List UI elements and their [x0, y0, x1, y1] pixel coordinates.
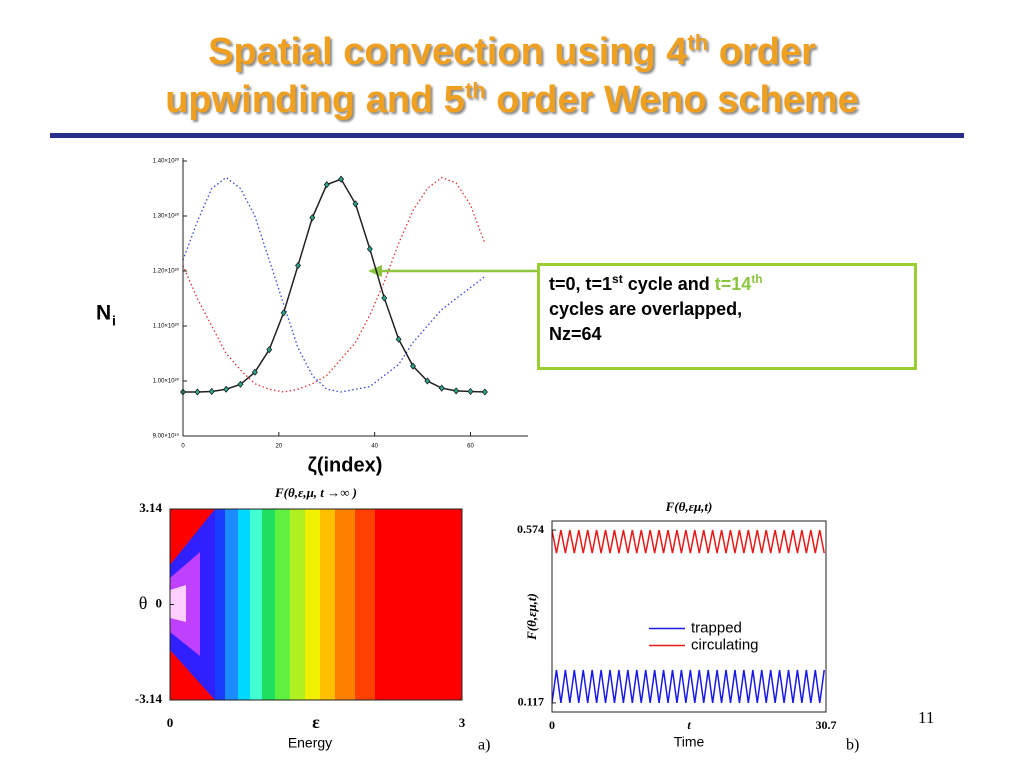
chart-title: F(θ,ε,μ, t →∞ )	[274, 485, 357, 500]
marker	[410, 362, 416, 370]
x-axis-symbol: ε	[312, 712, 320, 732]
callout-text: cycles are overlapped,	[549, 299, 743, 319]
title-text: Spatial convection using 4	[208, 31, 688, 73]
marker	[194, 388, 201, 396]
heatmap-band	[375, 509, 377, 700]
callout-text: t=0, t=1	[549, 274, 613, 294]
callout-highlight: t=14	[714, 274, 752, 294]
title-text: order Weno scheme	[485, 79, 859, 121]
x-tick-label: 30.7	[816, 718, 837, 732]
marker	[467, 387, 474, 395]
y-axis-label: θ	[139, 593, 148, 613]
marker	[295, 261, 301, 270]
y-tick-label: 1.20×10²⁰	[153, 268, 180, 275]
legend-label: trapped	[691, 619, 742, 636]
x-tick-label: 0	[549, 718, 555, 732]
title-rule	[50, 133, 964, 138]
marker	[438, 384, 445, 392]
series-line	[183, 178, 485, 393]
marker	[280, 309, 287, 317]
marker	[309, 214, 316, 222]
heatmap-band	[238, 509, 251, 700]
x-tick-label: 3	[459, 715, 466, 730]
heatmap-wedge	[170, 585, 186, 622]
plot-frame	[551, 520, 827, 713]
heatmap-band	[320, 509, 336, 700]
title-sup: th	[464, 78, 486, 103]
marker	[338, 175, 345, 183]
marker	[208, 387, 215, 395]
series-line	[551, 529, 825, 554]
x-axis-symbol: t	[687, 718, 691, 732]
heatmap-band	[250, 509, 263, 700]
x-axis-label: Time	[674, 734, 705, 750]
page-number: 11	[918, 708, 935, 727]
marker	[381, 294, 388, 302]
y-axis-label: F(θ,εμ,t)	[524, 593, 539, 641]
y-tick-label: 0	[156, 595, 163, 610]
heatmap-band	[355, 509, 376, 700]
heatmap-band	[305, 509, 321, 700]
series-line	[182, 176, 486, 393]
title-text: order	[708, 31, 816, 73]
marker	[395, 335, 402, 343]
marker	[223, 385, 230, 393]
heatmap-band	[290, 509, 306, 700]
marker	[424, 377, 431, 385]
y-tick-label: 1.10×10²⁰	[153, 323, 180, 330]
y-tick-label: 0.574	[517, 522, 544, 536]
heatmap-band	[225, 509, 239, 700]
marker	[266, 346, 273, 354]
marker	[366, 245, 373, 253]
title-sup: th	[687, 30, 709, 55]
y-tick-label: -3.14	[135, 691, 163, 706]
y-tick-label: 1.40×10²⁰	[153, 158, 180, 165]
x-tick-label: 60	[467, 444, 474, 450]
heatmap-band	[262, 509, 276, 700]
x-tick-label: 0	[167, 715, 174, 730]
callout-text: Nz=64	[549, 324, 602, 344]
y-axis-label-sub: i	[112, 313, 116, 329]
marker	[323, 181, 330, 189]
callout-sup: th	[751, 272, 763, 286]
y-tick-label: 3.14	[139, 500, 162, 515]
chart-title: F(θ,εμ,t)	[665, 499, 713, 514]
y-tick-label: 1.00×10²⁰	[153, 378, 180, 385]
y-tick-label: 0.117	[518, 695, 544, 709]
series-line	[182, 176, 486, 393]
slide-title: Spatial convection using 4th order upwin…	[0, 28, 1024, 124]
heatmap-band	[215, 509, 226, 700]
marker	[251, 368, 258, 376]
x-tick-label: 40	[371, 444, 378, 450]
x-axis-label: ζ(index)	[308, 454, 383, 476]
marker	[237, 380, 244, 388]
x-tick-label: 0	[181, 444, 185, 450]
title-text: upwinding and 5	[165, 79, 465, 121]
series-line	[551, 669, 825, 704]
callout-text: cycle and	[622, 274, 715, 294]
panel-tag: b)	[846, 737, 859, 754]
legend-label: circulating	[691, 636, 759, 653]
marker	[481, 388, 488, 396]
x-axis-label: Energy	[288, 735, 332, 751]
heatmap-band	[335, 509, 356, 700]
heatmap-band	[275, 509, 291, 700]
y-tick-label: 9.00×10¹⁹	[153, 433, 180, 440]
y-axis-label: N	[96, 302, 111, 325]
y-tick-label: 1.30×10²⁰	[153, 213, 180, 220]
callout-sup: st	[612, 272, 623, 286]
arrow-head	[368, 265, 382, 277]
marker	[352, 200, 359, 208]
panel-tag: a)	[478, 737, 490, 754]
marker	[453, 387, 460, 395]
x-tick-label: 20	[275, 444, 282, 450]
callout: t=0, t=1st cycle and t=14th cycles are o…	[537, 263, 917, 370]
